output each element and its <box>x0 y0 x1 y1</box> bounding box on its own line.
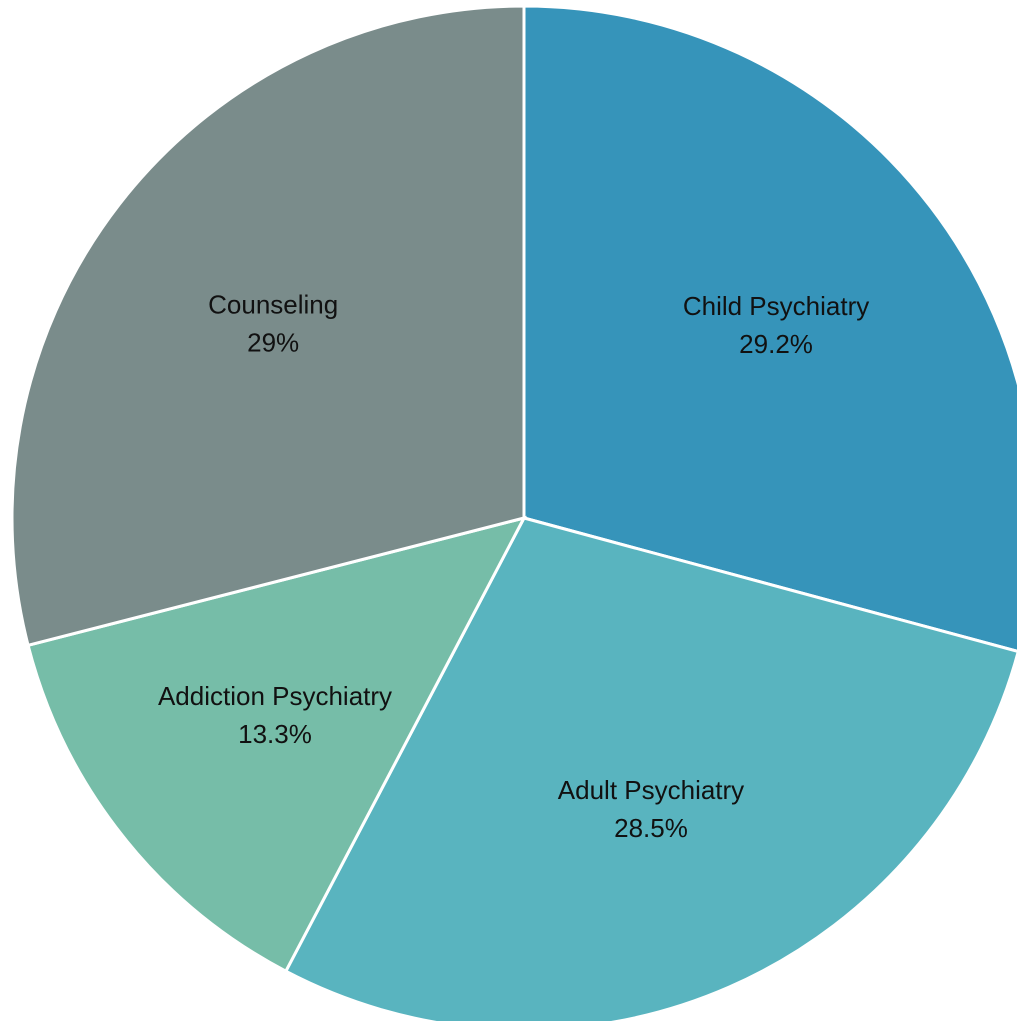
slice-value-addiction-psychiatry: 13.3% <box>238 719 312 749</box>
slice-label-child-psychiatry: Child Psychiatry <box>683 291 869 321</box>
labels-layer: Child Psychiatry 29.2% Adult Psychiatry 28.… <box>158 289 869 842</box>
pie-slice-child-psychiatry <box>522 4 1017 653</box>
pie-slice-adult-psychiatry <box>283 516 1017 1021</box>
slice-value-counseling: 29% <box>247 327 299 357</box>
slice-label-adult-psychiatry: Adult Psychiatry <box>558 775 744 805</box>
slice-value-adult-psychiatry: 28.5% <box>614 813 688 843</box>
pie-slice-addiction-psychiatry <box>26 515 527 974</box>
slices-layer <box>10 4 1017 1021</box>
slice-value-child-psychiatry: 29.2% <box>739 329 813 359</box>
pie-slice-counseling <box>10 4 526 648</box>
slice-label-counseling: Counseling <box>208 289 338 319</box>
slice-label-addiction-psychiatry: Addiction Psychiatry <box>158 681 392 711</box>
